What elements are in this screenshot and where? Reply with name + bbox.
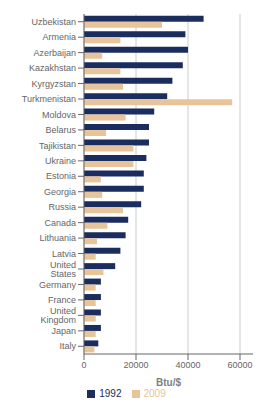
svg-text:Canada: Canada [44, 218, 76, 228]
svg-text:Tajikistan: Tajikistan [39, 141, 76, 151]
svg-text:Kazakhstan: Kazakhstan [29, 63, 76, 73]
svg-text:Germany: Germany [39, 280, 77, 290]
svg-text:Lithuania: Lithuania [39, 233, 76, 243]
svg-text:Estonia: Estonia [46, 171, 76, 181]
svg-text:France: France [48, 295, 76, 305]
html-text:2009: 2009 [143, 388, 166, 399]
svg-text:Latvia: Latvia [52, 249, 76, 259]
svg-text:20000: 20000 [123, 360, 148, 370]
svg-text:Azerbaijan: Azerbaijan [33, 48, 76, 58]
svg-text:Russia: Russia [48, 202, 76, 212]
svg-text:Japan: Japan [51, 326, 76, 336]
svg-text:Ukraine: Ukraine [45, 156, 76, 166]
svg-text:Belarus: Belarus [45, 125, 76, 135]
html-text:1992: 1992 [99, 388, 122, 399]
svg-text:Uzbekistan: Uzbekistan [31, 17, 76, 27]
svg-text:Kyrgyzstan: Kyrgyzstan [31, 79, 76, 89]
svg-text:Armenia: Armenia [42, 32, 76, 42]
svg-text:Moldova: Moldova [42, 110, 76, 120]
svg-text:UnitedStates: UnitedStates [50, 260, 77, 279]
svg-text:Italy: Italy [59, 341, 76, 351]
svg-text:60000: 60000 [227, 360, 252, 370]
svg-text:Btu/$: Btu/$ [156, 377, 181, 388]
svg-text:40000: 40000 [175, 360, 200, 370]
svg-text:UnitedKingdom: UnitedKingdom [40, 306, 76, 325]
svg-text:0: 0 [81, 360, 86, 370]
svg-text:Turkmenistan: Turkmenistan [22, 94, 76, 104]
svg-text:Georgia: Georgia [44, 187, 76, 197]
